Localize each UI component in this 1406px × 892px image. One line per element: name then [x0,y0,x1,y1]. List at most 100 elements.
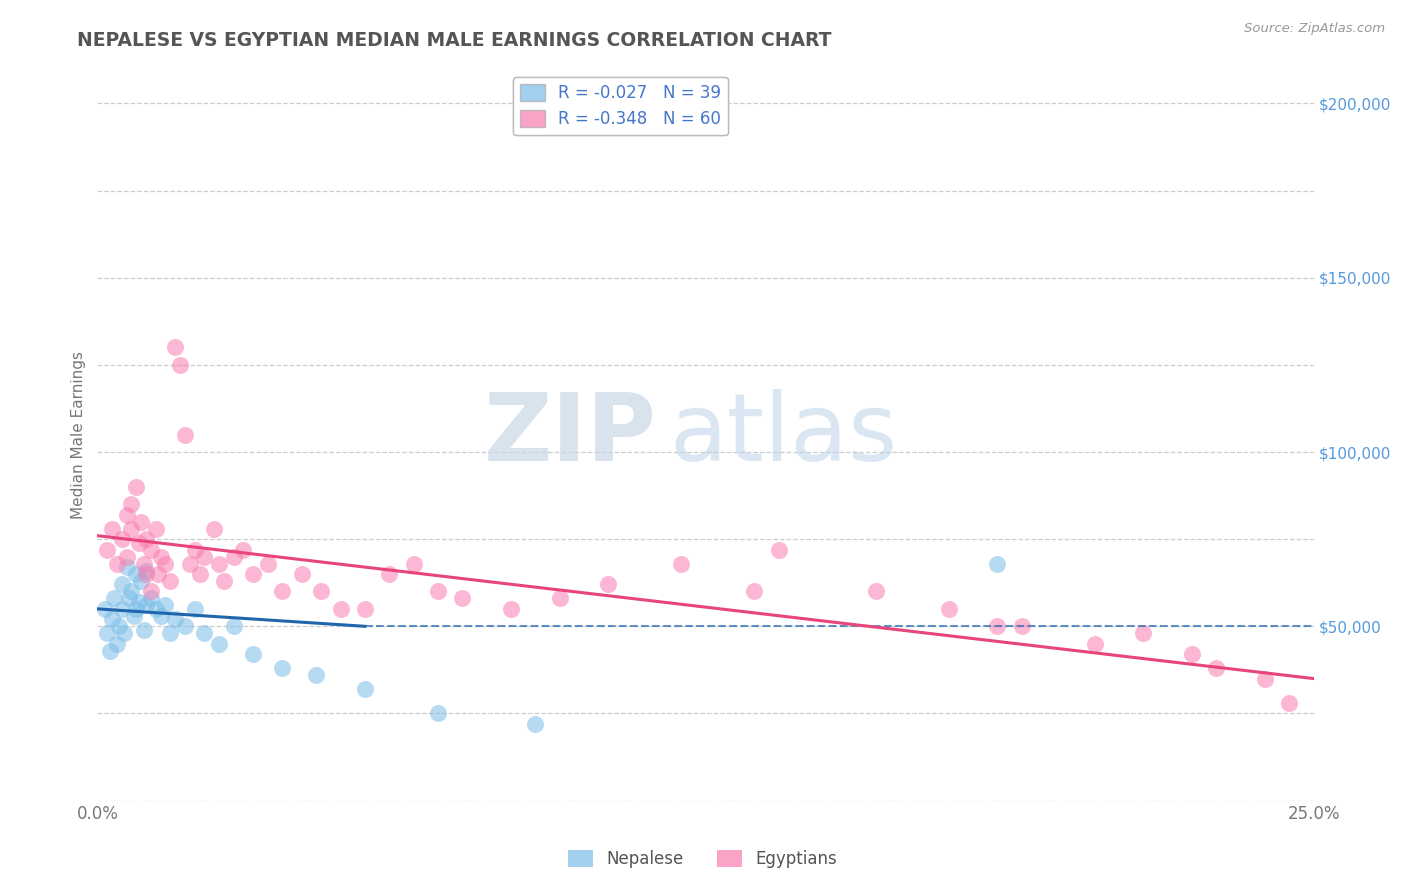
Point [120,522,142,536]
Point [222,549,245,564]
Point [188,567,211,582]
Point [548,591,571,606]
Point [105,557,128,571]
Point [125,480,148,494]
Point [149,608,172,623]
Text: ZIP: ZIP [484,389,657,481]
Point [426,706,449,721]
Point [193,626,215,640]
Point [139,584,162,599]
Point [309,584,332,599]
Point [128,535,150,549]
Point [426,584,449,599]
Point [128,595,150,609]
Point [1011,619,1033,633]
Point [183,542,205,557]
Point [986,557,1008,571]
Point [122,608,145,623]
Point [208,557,231,571]
Point [232,542,254,557]
Point [165,612,187,626]
Point [174,427,197,442]
Point [1205,661,1227,675]
Point [112,626,135,640]
Point [132,623,155,637]
Point [742,584,765,599]
Point [451,591,474,606]
Point [135,599,157,613]
Point [101,612,124,626]
Text: atlas: atlas [669,389,897,481]
Point [135,567,157,582]
Point [865,584,887,599]
Point [524,717,547,731]
Point [402,557,425,571]
Point [132,557,155,571]
Point [183,602,205,616]
Point [986,619,1008,633]
Point [938,602,960,616]
Point [111,602,134,616]
Point [145,602,167,616]
Point [96,626,118,640]
Point [193,549,215,564]
Point [174,619,197,633]
Point [155,599,177,613]
Point [329,602,352,616]
Point [108,619,131,633]
Point [1181,647,1204,661]
Point [101,522,124,536]
Y-axis label: Median Male Earnings: Median Male Earnings [72,351,86,518]
Point [179,557,201,571]
Point [120,497,142,511]
Point [135,564,157,578]
Point [129,515,152,529]
Point [105,637,128,651]
Point [93,602,115,616]
Point [768,542,790,557]
Point [111,532,134,546]
Point [305,668,328,682]
Point [1254,672,1277,686]
Point [242,567,264,582]
Point [671,557,693,571]
Point [208,637,231,651]
Legend: R = -0.027   N = 39, R = -0.348   N = 60: R = -0.027 N = 39, R = -0.348 N = 60 [513,77,728,135]
Point [499,602,522,616]
Point [159,626,181,640]
Point [291,567,314,582]
Point [159,574,181,588]
Point [96,542,118,557]
Point [378,567,401,582]
Point [135,532,157,546]
Point [354,681,377,696]
Text: Source: ZipAtlas.com: Source: ZipAtlas.com [1244,22,1385,36]
Point [98,643,121,657]
Point [146,567,169,582]
Point [242,647,264,661]
Legend: Nepalese, Egyptians: Nepalese, Egyptians [562,843,844,875]
Point [212,574,235,588]
Point [271,584,294,599]
Point [1132,626,1154,640]
Point [111,577,134,591]
Point [118,591,141,606]
Point [145,522,167,536]
Point [139,591,162,606]
Point [129,574,152,588]
Text: NEPALESE VS EGYPTIAN MEDIAN MALE EARNINGS CORRELATION CHART: NEPALESE VS EGYPTIAN MEDIAN MALE EARNING… [77,31,832,50]
Point [149,549,172,564]
Point [165,340,187,354]
Point [169,358,191,372]
Point [155,557,177,571]
Point [125,602,148,616]
Point [256,557,278,571]
Point [271,661,294,675]
Point [103,591,125,606]
Point [115,549,138,564]
Point [125,567,148,582]
Point [139,542,162,557]
Point [1084,637,1107,651]
Point [115,508,138,522]
Point [354,602,377,616]
